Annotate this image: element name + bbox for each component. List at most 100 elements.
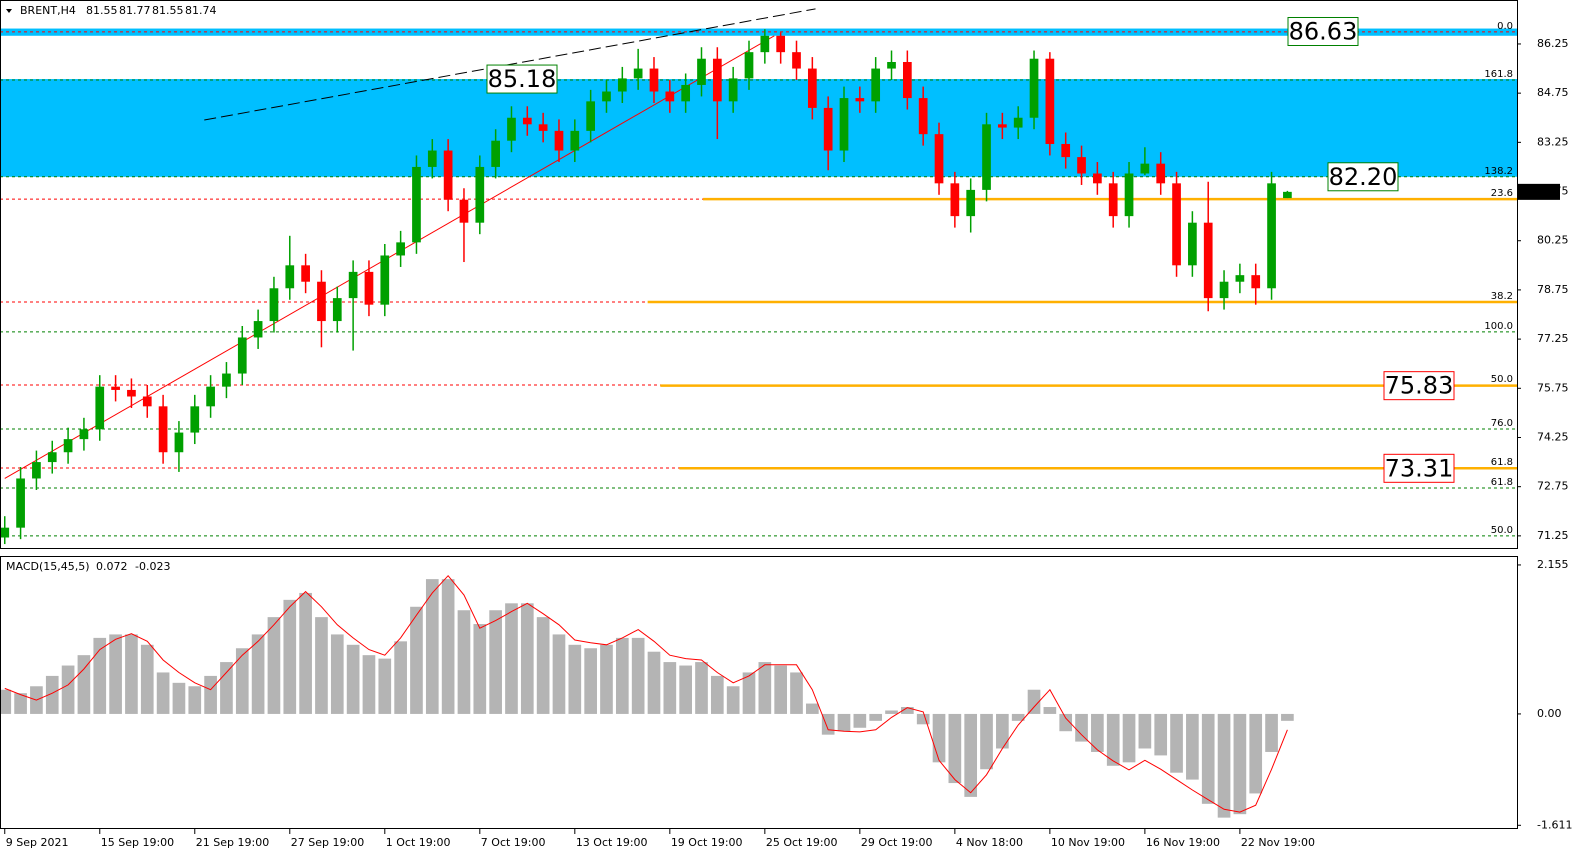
candle-body — [728, 78, 738, 102]
price-box — [1383, 371, 1455, 401]
candle-body — [348, 271, 358, 299]
candle-body — [174, 432, 184, 453]
macd-bar — [283, 599, 297, 714]
candle-body — [1251, 275, 1261, 289]
candle-body — [966, 189, 976, 217]
macd-bar — [1122, 713, 1136, 763]
candle-body — [1219, 281, 1229, 299]
x-tick-label: 25 Oct 19:00 — [766, 836, 838, 849]
candle-body — [111, 386, 120, 390]
y-tick-label: 72.75 — [1537, 480, 1569, 493]
macd-bar — [1, 689, 12, 714]
candle-body — [1235, 275, 1245, 282]
candle-body — [538, 124, 548, 131]
candle-body — [1188, 222, 1197, 266]
macd-bar — [93, 637, 107, 714]
macd-bar — [425, 579, 439, 714]
x-tick-label: 29 Oct 19:00 — [861, 836, 933, 849]
macd-bar — [1233, 713, 1247, 815]
macd-bar — [1249, 713, 1263, 794]
macd-plot — [1, 574, 1294, 818]
macd-signal-value: -0.023 — [135, 560, 170, 573]
macd-bar — [742, 672, 756, 714]
macd-bar — [695, 662, 708, 714]
y-tick-label: 84.75 — [1537, 86, 1569, 99]
macd-bar — [61, 665, 75, 714]
macd-bar — [346, 644, 360, 714]
candle-body — [443, 150, 453, 200]
candle-body — [317, 281, 326, 322]
macd-bar — [156, 672, 170, 714]
candle-body — [1156, 163, 1166, 184]
macd-bar — [726, 686, 740, 714]
macd-bar — [1091, 713, 1104, 752]
candle-body — [697, 58, 706, 85]
fib-label: 61.8 — [1491, 457, 1513, 468]
candle-body — [206, 386, 215, 407]
macd-bar — [600, 644, 613, 714]
candle-body — [776, 35, 786, 53]
candle-body — [142, 396, 152, 407]
candle-body — [950, 183, 960, 217]
candle-body — [222, 373, 231, 387]
candle-body — [459, 199, 469, 223]
macd-bar — [631, 637, 645, 714]
candle-body — [190, 406, 200, 433]
candle-body — [1267, 183, 1276, 289]
macd-bar — [1281, 713, 1294, 721]
macd-bar — [1265, 713, 1278, 752]
candle-body — [887, 61, 896, 69]
candle-body — [1, 527, 10, 538]
price-box — [486, 64, 558, 94]
macd-bar — [710, 675, 724, 714]
macd-bar — [980, 713, 993, 770]
macd-bar — [568, 644, 582, 714]
macd-bar — [552, 634, 566, 714]
macd-bar — [758, 662, 772, 714]
price-box-label: 73.31 — [1385, 454, 1454, 482]
fib-label: 23.6 — [1491, 188, 1513, 199]
candle-body — [617, 78, 627, 92]
candle-body — [491, 140, 500, 167]
candle-body — [934, 134, 944, 184]
macd-bar — [172, 682, 186, 714]
macd-bar — [505, 603, 518, 714]
macd-bar — [1186, 713, 1199, 780]
macd-bar — [315, 617, 328, 714]
candle-body — [16, 478, 25, 528]
price-box-label: 82.20 — [1329, 163, 1398, 191]
macd-bar — [188, 686, 202, 714]
fib-label: 0.0 — [1497, 21, 1513, 32]
symbol: BRENT,H4 — [20, 4, 76, 17]
y-tick-label: 83.25 — [1537, 135, 1569, 148]
current-price-tag — [1518, 183, 1560, 200]
fib-label: 50.0 — [1491, 525, 1513, 536]
candle-body — [127, 389, 136, 397]
candle-body — [1283, 191, 1292, 199]
macd-title: MACD(15,45,5) — [6, 560, 90, 573]
candle-body — [633, 68, 643, 79]
y-tick-label: 80.25 — [1537, 234, 1569, 247]
fib-label: 138.2 — [1484, 166, 1513, 177]
candle-body — [998, 124, 1007, 128]
macd-bar — [378, 658, 392, 714]
candle-body — [285, 265, 295, 289]
macd-bar — [916, 713, 930, 725]
current-price-label: 81.74 — [1522, 185, 1554, 198]
header-close: 81.74 — [185, 4, 217, 17]
fib-label: 61.8 — [1491, 477, 1513, 488]
macd-bar — [410, 606, 423, 714]
fib-label: 76.0 — [1491, 418, 1513, 429]
candle-body — [269, 288, 279, 322]
price-box-label: 86.63 — [1289, 17, 1358, 45]
y-tick-label: -1.611 — [1537, 818, 1572, 831]
candle-body — [871, 68, 881, 102]
candle-body — [1045, 58, 1055, 144]
macd-bar — [441, 579, 455, 714]
candle-body — [902, 61, 912, 99]
macd-bar — [220, 662, 233, 714]
price-box-label: 75.83 — [1385, 372, 1454, 400]
x-tick-label: 27 Sep 19:00 — [291, 836, 364, 849]
y-tick-label: 2.155 — [1537, 558, 1569, 571]
price-box — [1287, 16, 1359, 46]
